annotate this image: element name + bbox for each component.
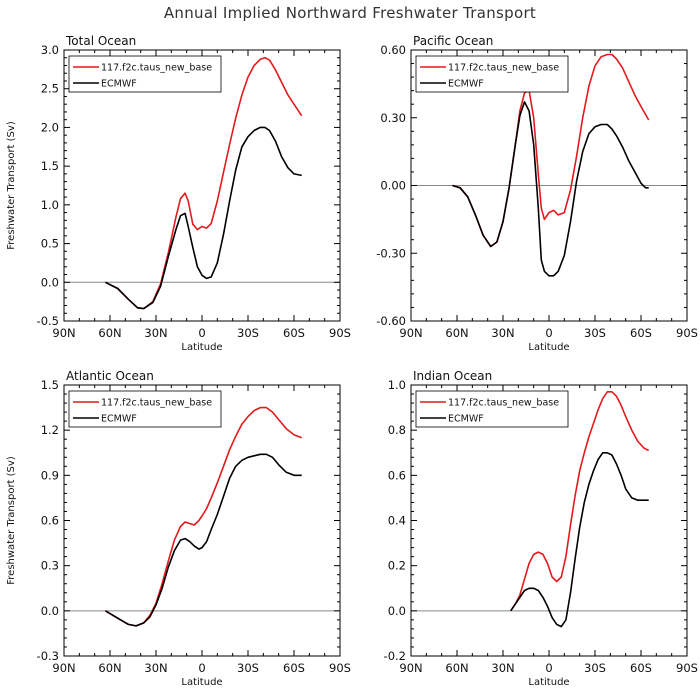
- y-tick-label: 0.0: [388, 604, 406, 618]
- x-tick-label: 60S: [630, 661, 652, 675]
- main-title: Annual Implied Northward Freshwater Tran…: [163, 4, 537, 22]
- y-tick-label: 0.0: [41, 604, 59, 618]
- panel-total-ocean: 90N 60N 30N 0 30S 60S 90S -0.5 0.0 0.5 1.0 1.5 2.0 2.…: [6, 34, 351, 353]
- panel-atlantic-ocean: 90N 60N 30N 0 30S 60S 90S -0.3 0.0 0.3 0.6 0.9 1.2 1.…: [6, 369, 351, 688]
- x-tick-label: 90S: [676, 326, 698, 340]
- legend-label: 117.f2c.taus_new_base: [101, 63, 212, 74]
- legend: 117.f2c.taus_new_base ECMWF: [415, 55, 569, 93]
- legend: 117.f2c.taus_new_base ECMWF: [415, 390, 569, 428]
- y-tick-label: 0.6: [41, 514, 59, 528]
- x-tick-label: 90N: [52, 661, 75, 675]
- x-tick-label: 30S: [584, 326, 606, 340]
- y-tick-label: 0.30: [380, 111, 406, 125]
- legend-label: 117.f2c.taus_new_base: [448, 398, 559, 409]
- y-tick-label: 1.5: [41, 378, 59, 392]
- y-tick-label: 0.4: [388, 514, 406, 528]
- series-line-model: [105, 56, 303, 310]
- legend-box: [415, 55, 569, 93]
- x-tick-label: 30N: [491, 661, 514, 675]
- y-tick-label: -0.60: [376, 314, 406, 328]
- series-line-ecmwf: [510, 451, 649, 628]
- x-tick-label: 30N: [144, 661, 167, 675]
- legend: 117.f2c.taus_new_base ECMWF: [68, 390, 222, 428]
- y-tick-label: -0.5: [37, 314, 59, 328]
- x-tick-label: 0: [545, 661, 552, 675]
- x-tick-label: 30S: [584, 661, 606, 675]
- y-tick-label: 1.0: [41, 198, 59, 212]
- x-tick-label: 60S: [630, 326, 652, 340]
- x-tick-label: 30S: [237, 326, 259, 340]
- x-tick-label: 0: [198, 326, 205, 340]
- panel-indian-ocean: 90N 60N 30N 0 30S 60S 90S -0.2 0.0 0.2 0.4 0.6 0.8 1.…: [384, 369, 698, 688]
- x-tick-label: 0: [198, 661, 205, 675]
- series-line-ecmwf: [104, 453, 302, 627]
- y-axis-label: Freshwater Transport (Sv): [6, 121, 17, 250]
- x-tick-label: 90N: [399, 326, 422, 340]
- x-axis-label: Latitude: [528, 342, 569, 353]
- series-line-model: [510, 390, 650, 612]
- y-tick-label: 3.0: [41, 43, 59, 57]
- legend-label: ECMWF: [448, 79, 484, 90]
- panel-title: Total Ocean: [65, 34, 136, 48]
- series-line-ecmwf: [105, 126, 302, 310]
- legend-label: ECMWF: [101, 414, 137, 425]
- y-axis-label: Freshwater Transport (Sv): [6, 456, 17, 585]
- y-tick-label: 1.2: [41, 423, 59, 437]
- y-tick-label: 1.5: [41, 159, 59, 173]
- y-tick-label: 0.00: [380, 179, 406, 193]
- y-tick-label: -0.30: [376, 246, 406, 260]
- y-tick-label: 2.0: [41, 120, 59, 134]
- y-tick-label: 0.3: [41, 559, 59, 573]
- legend-label: ECMWF: [448, 414, 484, 425]
- y-tick-label: 0.5: [41, 237, 59, 251]
- series-line-model: [104, 406, 302, 627]
- panel-title: Atlantic Ocean: [66, 369, 154, 383]
- y-tick-label: -0.2: [384, 649, 406, 663]
- legend-label: 117.f2c.taus_new_base: [101, 398, 212, 409]
- series-line-ecmwf: [452, 101, 649, 277]
- x-tick-label: 60S: [283, 661, 305, 675]
- panel-pacific-ocean: 90N 60N 30N 0 30S 60S 90S -0.60 -0.30 0.00 0.30 0.6…: [376, 34, 698, 353]
- x-tick-label: 60S: [283, 326, 305, 340]
- y-tick-label: 0.60: [380, 43, 406, 57]
- x-tick-label: 60N: [98, 326, 121, 340]
- y-tick-label: 0.0: [41, 275, 59, 289]
- y-tick-label: -0.3: [37, 649, 59, 663]
- panel-title: Pacific Ocean: [413, 34, 493, 48]
- legend-label: ECMWF: [101, 79, 137, 90]
- x-axis-label: Latitude: [181, 342, 222, 353]
- x-tick-label: 30S: [237, 661, 259, 675]
- x-tick-label: 90S: [329, 661, 351, 675]
- x-tick-label: 0: [545, 326, 552, 340]
- x-tick-label: 30N: [491, 326, 514, 340]
- legend: 117.f2c.taus_new_base ECMWF: [68, 55, 222, 93]
- y-tick-label: 2.5: [41, 82, 59, 96]
- x-tick-label: 90N: [399, 661, 422, 675]
- y-tick-label: 0.9: [41, 468, 59, 482]
- x-axis-label: Latitude: [528, 677, 569, 688]
- legend-box: [68, 390, 222, 428]
- x-tick-label: 60N: [445, 326, 468, 340]
- x-tick-label: 60N: [445, 661, 468, 675]
- legend-box: [68, 55, 222, 93]
- y-tick-label: 0.6: [388, 468, 406, 482]
- x-tick-label: 30N: [144, 326, 167, 340]
- x-tick-label: 90N: [52, 326, 75, 340]
- x-axis-label: Latitude: [181, 677, 222, 688]
- x-tick-label: 90S: [676, 661, 698, 675]
- y-tick-label: 1.0: [388, 378, 406, 392]
- y-tick-label: 0.2: [388, 559, 406, 573]
- legend-label: 117.f2c.taus_new_base: [448, 63, 559, 74]
- x-tick-label: 90S: [329, 326, 351, 340]
- x-tick-label: 60N: [98, 661, 121, 675]
- legend-box: [415, 390, 569, 428]
- panel-title: Indian Ocean: [413, 369, 492, 383]
- y-tick-label: 0.8: [388, 423, 406, 437]
